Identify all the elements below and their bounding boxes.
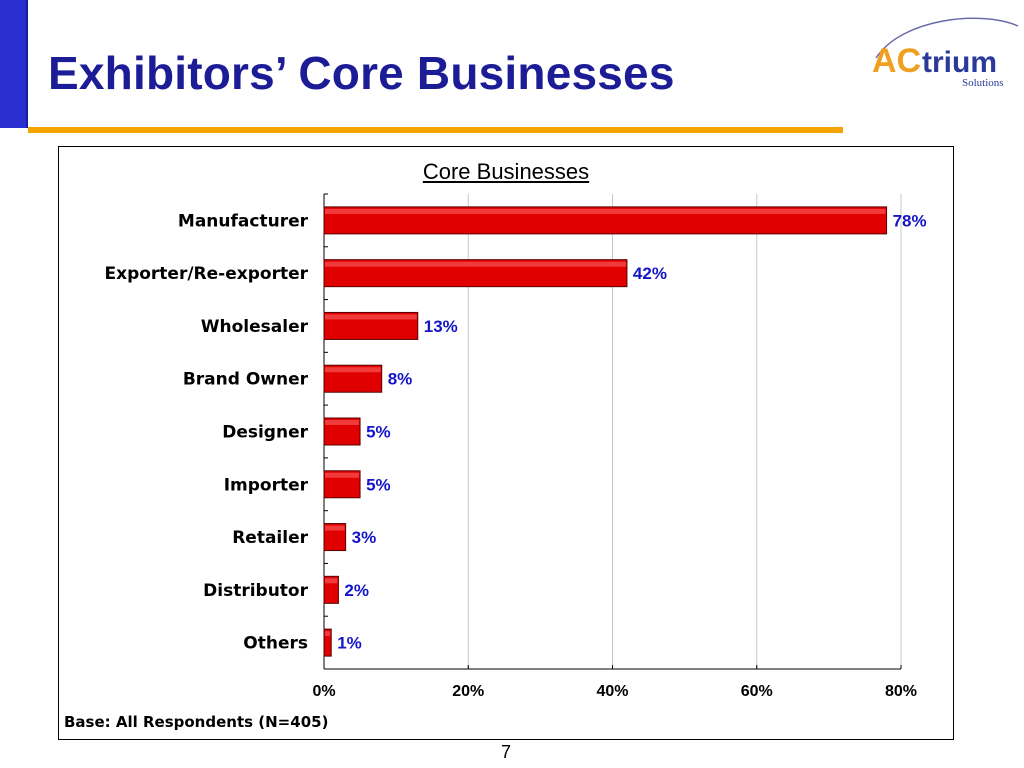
slide-title: Exhibitors’ Core Businesses <box>48 47 675 99</box>
bar <box>323 628 332 657</box>
value-label: 42% <box>633 264 667 283</box>
bar-highlight <box>325 261 626 267</box>
bar-highlight <box>325 578 338 584</box>
bar-highlight <box>325 208 886 214</box>
category-label: Retailer <box>232 528 308 548</box>
title-underline-rule <box>28 127 843 133</box>
value-label: 13% <box>424 317 458 336</box>
category-label: Others <box>243 634 308 654</box>
category-label: Designer <box>222 423 308 443</box>
category-label: Importer <box>224 475 309 495</box>
x-tick-label: 40% <box>596 683 628 700</box>
page-number: 7 <box>500 742 511 762</box>
category-label: Distributor <box>203 581 308 601</box>
x-tick-label: 60% <box>741 683 773 700</box>
left-accent-stripe <box>0 0 28 128</box>
value-label: 5% <box>366 423 391 442</box>
x-tick-label: 20% <box>452 683 484 700</box>
value-label: 8% <box>388 370 413 389</box>
x-tick-label: 0% <box>312 683 335 700</box>
bar-highlight <box>325 420 360 425</box>
bar-highlight <box>325 367 381 373</box>
value-label: 3% <box>352 528 377 547</box>
category-label: Manufacturer <box>178 211 309 231</box>
bar-highlight <box>325 314 417 320</box>
chart-frame: Core Businesses 0% 20% 40% 60% 80% Manufactur… <box>58 146 954 740</box>
logo-brand-suffix: trium <box>922 46 997 79</box>
bar-highlight <box>325 525 345 531</box>
bar-highlight <box>325 472 360 478</box>
bar-chart: 0% 20% 40% 60% 80% Manufacturer 78% Exporter/Re… <box>104 193 927 700</box>
category-label: Wholesaler <box>201 317 309 337</box>
bar-highlight <box>325 631 331 637</box>
value-label: 78% <box>893 211 927 230</box>
actrium-logo: AC trium Solutions <box>872 17 1019 89</box>
value-label: 5% <box>366 475 391 494</box>
x-tick-label: 80% <box>885 683 917 700</box>
category-label: Brand Owner <box>183 370 309 390</box>
base-note: Base: All Respondents (N=405) <box>64 713 329 731</box>
value-label: 2% <box>344 581 369 600</box>
logo-tagline: Solutions <box>962 77 1004 89</box>
chart-title: Core Businesses <box>422 159 590 184</box>
logo-brand-mark: AC <box>872 42 921 80</box>
value-label: 1% <box>337 634 362 653</box>
category-label: Exporter/Re-exporter <box>104 264 308 284</box>
